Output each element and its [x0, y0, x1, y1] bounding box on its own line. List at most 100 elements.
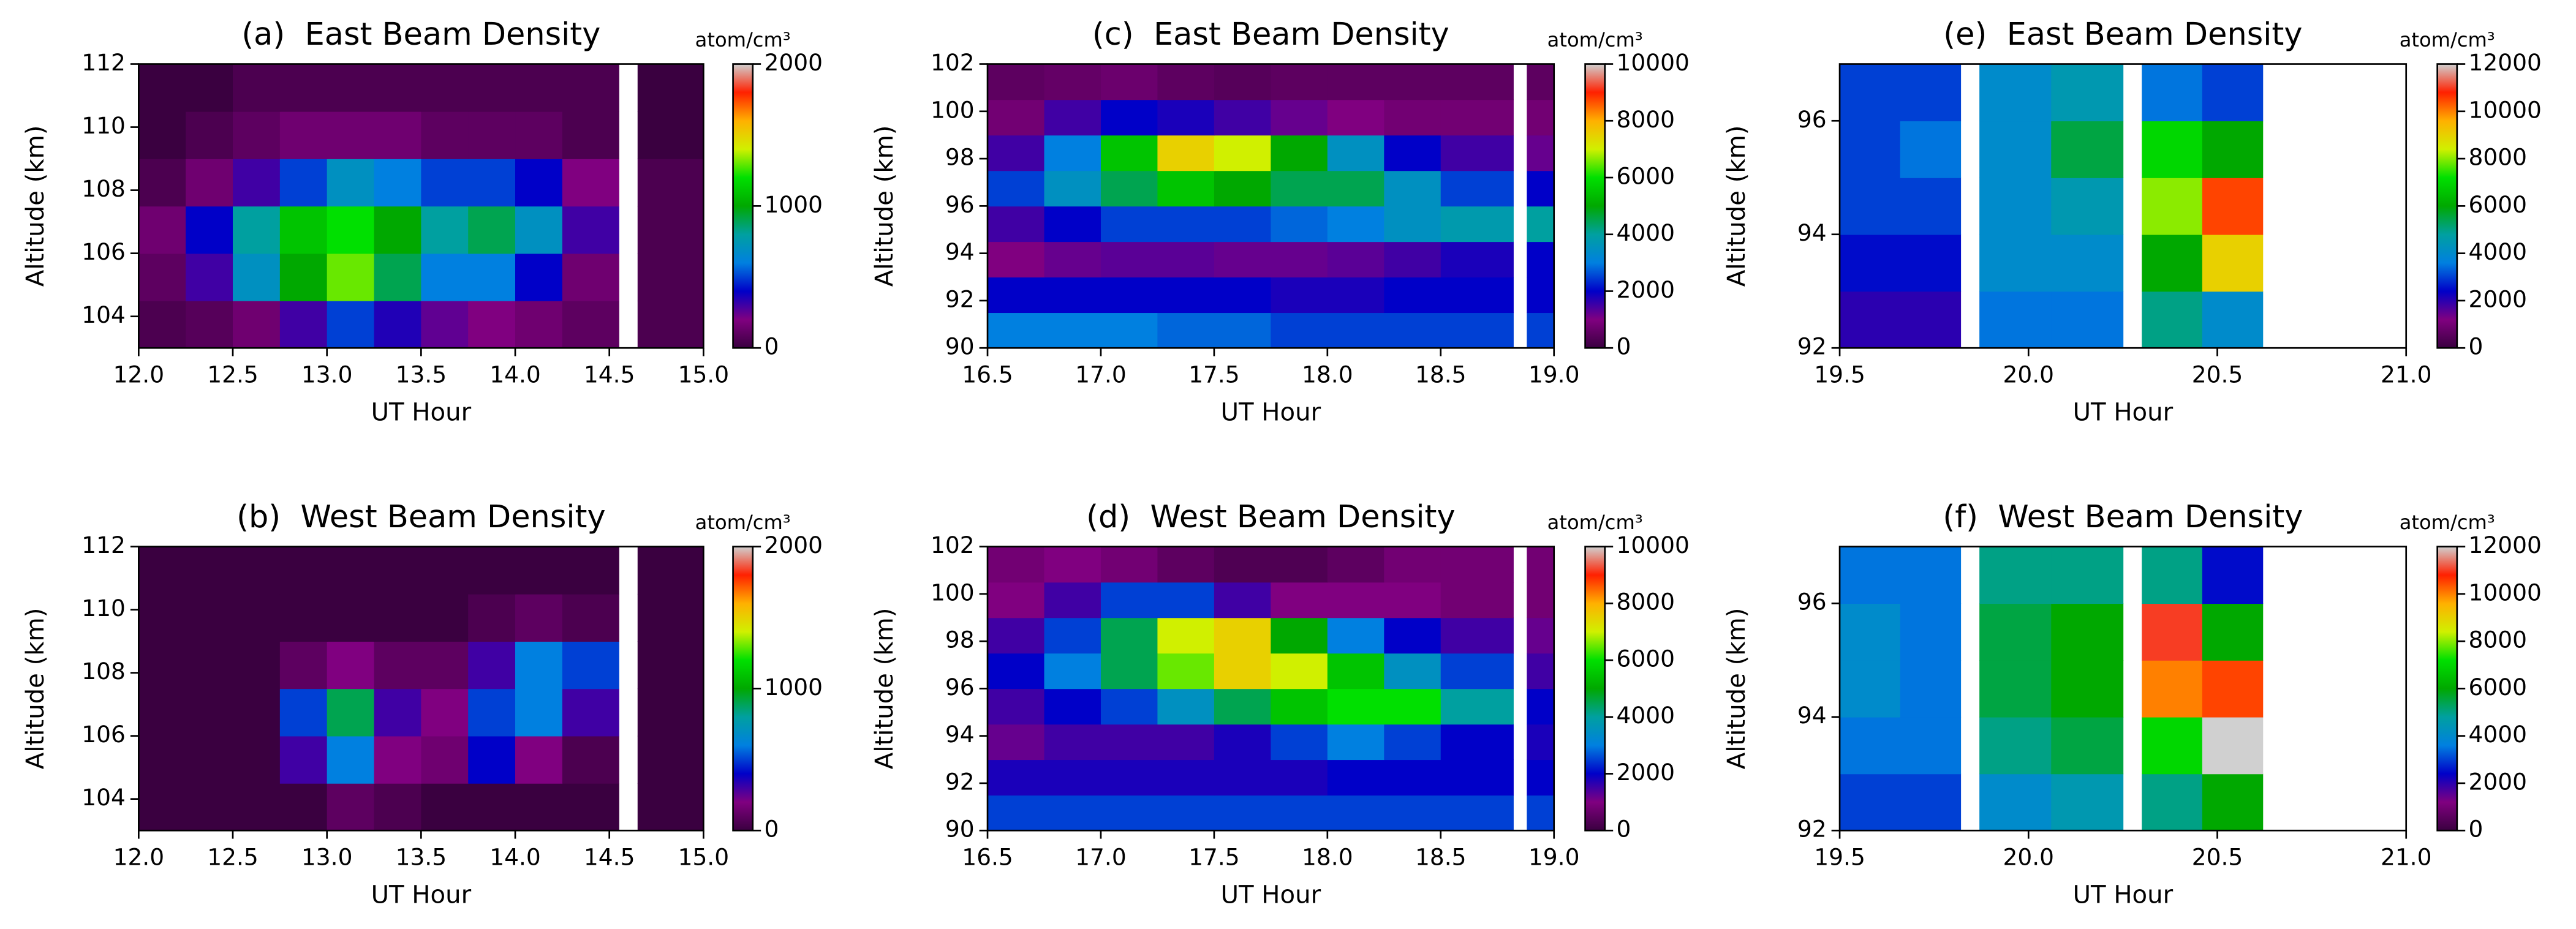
density-cell	[988, 135, 1045, 171]
colorbar-label: atom/cm³	[2400, 511, 2495, 534]
density-cell	[421, 783, 469, 831]
density-cell	[1527, 312, 1555, 349]
density-cell	[468, 735, 516, 784]
x-axis-label: UT Hour	[2073, 881, 2174, 909]
density-cell	[637, 300, 704, 349]
density-cell	[1044, 170, 1101, 207]
density-cell	[1900, 121, 1962, 178]
density-cell	[1840, 291, 1901, 349]
density-cell	[374, 111, 422, 159]
density-cell	[186, 253, 233, 301]
density-cell	[1900, 291, 1962, 349]
density-cell	[1384, 312, 1441, 349]
density-cell	[327, 300, 375, 349]
y-tick-label: 94	[945, 721, 975, 748]
density-cell	[1527, 617, 1555, 654]
density-cell	[1214, 759, 1272, 796]
density-cell	[138, 735, 186, 784]
density-cell	[637, 546, 704, 595]
density-cell	[1157, 135, 1215, 171]
density-cell	[1214, 795, 1272, 831]
density-cell	[2142, 603, 2203, 661]
axes-frame	[1838, 546, 2408, 832]
x-tick-label: 19.5	[1814, 361, 1865, 388]
x-axis-label: UT Hour	[2073, 398, 2174, 426]
density-cell	[988, 206, 1045, 243]
density-cell	[327, 641, 375, 690]
density-cell	[374, 159, 422, 207]
colorbar-tick-label: 4000	[2469, 238, 2527, 265]
density-cell	[1100, 64, 1158, 100]
density-cell	[468, 783, 516, 831]
density-cell	[138, 159, 186, 207]
density-cell	[2202, 291, 2264, 349]
colorbar-tick-label: 4000	[1617, 702, 1675, 729]
y-tick-label: 102	[931, 49, 975, 76]
density-cell	[468, 159, 516, 207]
density-cell	[1527, 688, 1555, 725]
density-cell	[988, 241, 1045, 278]
density-cell	[562, 546, 619, 595]
density-cell	[1214, 277, 1272, 314]
density-cell	[515, 546, 563, 595]
density-cell	[1979, 603, 2052, 661]
density-cell	[1271, 170, 1328, 207]
y-tick-label: 104	[81, 301, 126, 328]
y-tick-label: 112	[81, 532, 126, 559]
x-tick-label: 20.0	[2003, 843, 2055, 870]
density-cell	[1979, 121, 2052, 178]
density-cell	[1100, 759, 1158, 796]
colorbar-tick-label: 0	[1617, 333, 1631, 360]
density-cell	[327, 111, 375, 159]
x-tick-label: 17.0	[1075, 361, 1127, 388]
density-cell	[562, 159, 619, 207]
x-tick-label: 20.5	[2192, 843, 2243, 870]
density-cell	[1440, 64, 1514, 100]
density-cell	[562, 783, 619, 831]
density-cell	[1100, 653, 1158, 690]
density-cell	[2202, 64, 2264, 122]
density-cell	[421, 111, 469, 159]
x-tick-label: 17.5	[1188, 361, 1240, 388]
y-axis-label: Altitude (km)	[1723, 608, 1751, 770]
colorbar-tick-label: 10000	[1617, 532, 1690, 559]
density-cell	[1271, 582, 1328, 619]
density-cell	[1044, 795, 1101, 831]
x-tick-label: 15.0	[678, 361, 730, 388]
x-tick-label: 13.5	[396, 843, 447, 870]
density-cell	[562, 64, 619, 112]
density-cell	[233, 300, 281, 349]
colorbar-tick-label: 0	[2469, 333, 2483, 360]
density-cell	[1157, 99, 1215, 136]
density-cell	[1044, 724, 1101, 761]
density-cell	[1527, 135, 1555, 171]
density-cell	[1044, 653, 1101, 690]
density-cell	[562, 735, 619, 784]
density-cell	[186, 111, 233, 159]
colorbar-label: atom/cm³	[695, 28, 791, 51]
density-cell	[1327, 277, 1385, 314]
density-cell	[1214, 724, 1272, 761]
density-cell	[327, 593, 375, 642]
colorbar-tick-label: 10000	[2469, 96, 2542, 123]
density-cell	[1384, 241, 1441, 278]
density-cell	[1100, 312, 1158, 349]
y-tick-label: 94	[1797, 219, 1827, 246]
colorbar-tick-label: 2000	[2469, 768, 2527, 795]
y-tick-label: 90	[945, 816, 975, 843]
density-cell	[1100, 241, 1158, 278]
colorbar-tick-label: 0	[765, 333, 779, 360]
density-cell	[279, 593, 328, 642]
density-cell	[468, 688, 516, 737]
density-cell	[2202, 773, 2264, 831]
density-cell	[1384, 99, 1441, 136]
density-cell	[1979, 234, 2052, 292]
density-cell	[1100, 277, 1158, 314]
density-cell	[1440, 653, 1514, 690]
density-cell	[1327, 241, 1385, 278]
density-cell	[1044, 582, 1101, 619]
colorbar-label: atom/cm³	[1547, 28, 1643, 51]
y-tick-label: 92	[1797, 333, 1827, 360]
density-cell	[1327, 724, 1385, 761]
density-cell	[279, 253, 328, 301]
